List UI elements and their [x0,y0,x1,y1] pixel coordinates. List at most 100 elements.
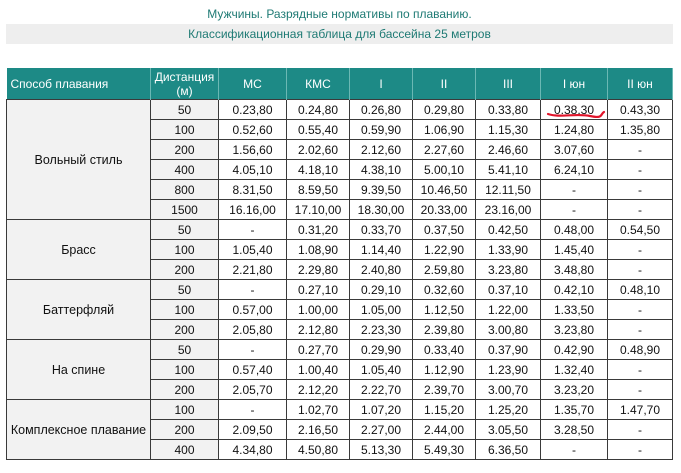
norm-time-cell: 2.12,80 [286,319,350,340]
norm-time-cell: 3.05,50 [475,419,541,440]
title-line-1: Мужчины. Разрядные нормативы по плаванию… [6,4,673,24]
distance-cell: 100 [150,239,219,260]
norm-time-cell: 0.32,60 [412,279,476,300]
norm-time-cell: 2.46,60 [475,139,541,160]
norm-time-cell: 0.59,90 [349,119,413,140]
norm-time-cell: 1.33,50 [540,299,608,320]
norm-time-cell: 12.11,50 [475,179,541,200]
norm-time-cell: 1.12,90 [412,359,476,380]
distance-cell: 50 [150,219,219,240]
norm-time-cell: 3.07,60 [540,139,608,160]
header-rank-1: I [349,68,413,100]
norm-time-cell: 0.48,10 [607,279,673,300]
distance-cell: 50 [150,99,219,120]
table-row: 400 4.34,80 4.50,80 5.13,30 5.49,30 6.36,50- - [7,439,673,460]
norm-time-cell: 0.29,90 [349,339,413,360]
distance-cell: 100 [150,119,219,140]
norm-time-cell: 23.16,00 [475,199,541,220]
header-rank-3: III [475,68,541,100]
norm-time-cell: 0.43,30 [607,99,673,120]
norm-time-cell: 0.26,80 [349,99,413,120]
norm-time-cell: 0.23,80 [218,99,287,120]
header-style: Способ плавания [6,68,151,100]
norm-time-cell: 1.15,20 [412,399,476,420]
norm-time-cell: - [607,259,673,280]
norm-time-cell: 2.16,50 [286,419,350,440]
header-rank-2: II [412,68,476,100]
norm-time-cell: 1.22,00 [475,299,541,320]
norm-time-cell: 0.54,50 [607,219,673,240]
norm-time-cell: 0.33,40 [412,339,476,360]
norm-time-cell: - [607,179,673,200]
norm-time-cell: - [218,279,287,300]
norm-time-cell: 6.36,50 [475,439,541,460]
norm-time-cell: - [540,199,608,220]
norm-time-cell: - [218,339,287,360]
distance-cell: 100 [150,399,219,420]
table-row: На спине 50-0.27,70 0.29,90 0.33,40 0.37,90 0… [6,339,673,400]
norm-time-cell: 2.59,80 [412,259,476,280]
table-row: 200 2.05,70 2.12,20 2.22,70 2.39,70 3.00,70 3.… [7,379,673,400]
norm-time-cell: 4.18,10 [286,159,350,180]
norm-time-cell: - [607,159,673,180]
header-youth-1: I юн [540,68,608,100]
norm-time-cell: 2.27,60 [412,139,476,160]
swim-style-cell: Комплексное плавание [6,399,151,460]
norm-time-cell: 10.46,50 [412,179,476,200]
norm-time-cell: 0.57,40 [218,359,287,380]
norm-time-cell: 0.27,10 [286,279,350,300]
norm-time-cell: 2.02,60 [286,139,350,160]
norm-time-cell: 0.42,10 [540,279,608,300]
swim-style-cell: Баттерфляй [6,279,151,340]
norm-time-cell: 20.33,00 [412,199,476,220]
table-row: Комплексное плавание 100-1.02,70 1.07,20 1.… [6,399,673,460]
distance-cell: 1500 [150,199,219,220]
norm-time-cell: - [607,199,673,220]
norm-time-cell: 2.39,70 [412,379,476,400]
norm-time-cell: 5.41,10 [475,159,541,180]
norm-time-cell: 0.48,90 [607,339,673,360]
norm-time-cell: 1.00,00 [286,299,350,320]
norm-time-cell: 1.06,90 [412,119,476,140]
distance-cell: 400 [150,439,219,460]
table-row: 200 1.56,60 2.02,60 2.12,60 2.27,60 2.46,60 3.… [7,139,673,160]
table-row: 100 0.57,40 1.00,40 1.05,40 1.12,90 1.23,90 1.… [7,359,673,380]
header-kms: КМС [286,68,350,100]
norm-time-cell: 0.33,80 [475,99,541,120]
table-row: 1500 16.16,00 17.10,00 18.30,00 20.33,00 23.1… [7,199,673,220]
norm-time-cell: 2.39,80 [412,319,476,340]
norm-time-cell: 1.35,80 [607,119,673,140]
norm-time-cell: 8.59,50 [286,179,350,200]
norm-time-cell: 0.37,50 [412,219,476,240]
norm-time-cell: 16.16,00 [218,199,287,220]
header-youth-2: II юн [607,68,673,100]
norm-time-cell: 1.15,30 [475,119,541,140]
norm-time-cell: - [607,419,673,440]
norm-time-cell: 2.44,00 [412,419,476,440]
swim-style-cell: На спине [6,339,151,400]
norm-time-cell: - [607,319,673,340]
norms-body: Вольный стиль 50 0.23,80 0.24,80 0.26,80 0.29… [6,99,673,460]
norm-time-cell: 1.05,40 [349,359,413,380]
norm-time-cell: 0.37,10 [475,279,541,300]
table-row: 200 2.21,80 2.29,80 2.40,80 2.59,80 3.23,80 3.… [7,259,673,280]
header-distance: Дистанция (м) [150,68,219,100]
norm-time-cell: 0.37,90 [475,339,541,360]
norm-time-cell: 0.57,00 [218,299,287,320]
title-block: Мужчины. Разрядные нормативы по плаванию… [6,4,673,66]
norm-time-cell: - [218,219,287,240]
distance-cell: 200 [150,379,219,400]
norm-time-cell: 1.33,90 [475,239,541,260]
norm-time-cell: 3.23,80 [475,259,541,280]
norm-time-cell: 1.35,70 [540,399,608,420]
norm-time-cell: - [540,439,608,460]
norm-time-cell: 9.39,50 [349,179,413,200]
norm-time-cell: 2.05,80 [218,319,287,340]
norm-time-cell: 2.40,80 [349,259,413,280]
distance-cell: 50 [150,279,219,300]
norm-time-cell: 2.12,60 [349,139,413,160]
norm-time-cell: 0.48,00 [540,219,608,240]
norm-time-cell: 1.56,60 [218,139,287,160]
norm-time-cell: 0.42,90 [540,339,608,360]
